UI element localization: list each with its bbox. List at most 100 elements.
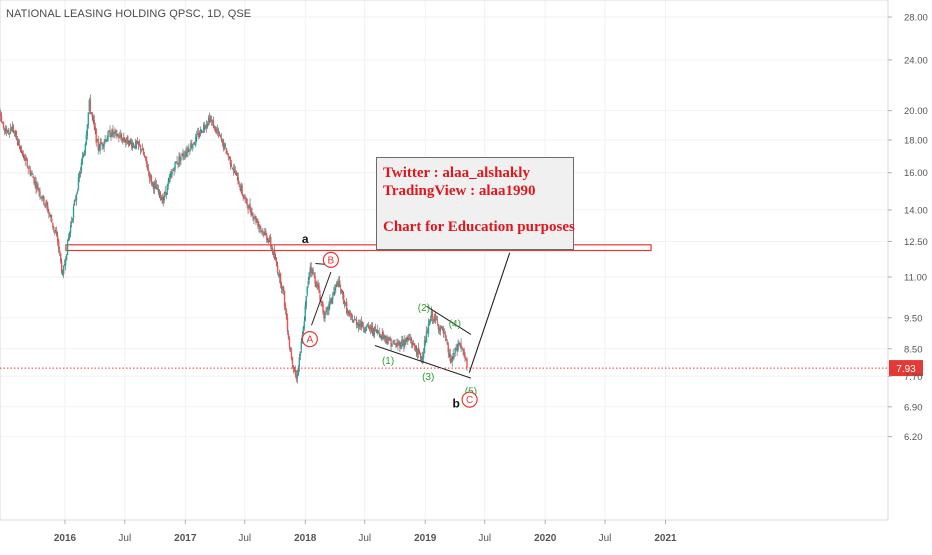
candle-body <box>220 135 221 136</box>
candle-body <box>234 169 235 170</box>
candle-body <box>333 292 334 295</box>
candle-body <box>362 322 363 327</box>
candle-body <box>438 324 439 329</box>
candle-body <box>232 168 233 169</box>
candle-body <box>312 270 313 273</box>
candle-body <box>58 241 59 249</box>
candle-body <box>407 339 408 340</box>
wave-label-green: (2) <box>418 303 430 314</box>
candle-body <box>1 115 2 122</box>
candle-body <box>430 319 431 322</box>
wave-label-red: B <box>328 255 335 266</box>
candle-body <box>270 237 271 247</box>
candle-body <box>130 141 131 142</box>
y-tick-label: 28.00 <box>904 13 928 24</box>
candle-body <box>353 320 354 322</box>
candle-body <box>444 333 445 334</box>
candle-body <box>440 328 441 331</box>
candle-body <box>77 191 78 193</box>
candle-body <box>43 197 44 204</box>
candle-body <box>21 147 22 151</box>
candle-body <box>271 248 272 249</box>
candle-body <box>146 157 147 164</box>
y-tick-label: 14.00 <box>904 205 928 216</box>
candle-body <box>110 136 111 138</box>
candle-body <box>461 348 462 349</box>
candle-body <box>164 193 165 200</box>
candle-body <box>78 177 79 190</box>
candle-body <box>61 262 62 273</box>
candle-body <box>378 331 379 333</box>
candle-body <box>318 285 319 292</box>
candle-body <box>48 212 49 214</box>
candle-body <box>168 178 169 182</box>
candle-body <box>366 326 367 331</box>
y-tick-label: 24.00 <box>904 55 928 66</box>
y-axis: 28.0024.0020.0018.0016.0014.0012.5011.00… <box>888 13 928 444</box>
candle-body <box>260 228 261 229</box>
candle-body <box>141 150 142 151</box>
candle-body <box>215 127 216 132</box>
candle-body <box>167 182 168 186</box>
candle-body <box>93 116 94 120</box>
x-tick-label: 2018 <box>294 533 317 544</box>
note-tradingview: TradingView : alaa1990 <box>383 182 567 200</box>
candle-body <box>285 305 286 310</box>
candle-body <box>63 266 64 274</box>
y-tick-label: 9.50 <box>904 313 923 324</box>
candle-body <box>252 214 253 218</box>
candle-body <box>54 230 55 231</box>
candle-body <box>56 232 57 236</box>
candle-body <box>70 225 71 233</box>
candle-body <box>382 332 383 337</box>
candle-body <box>80 172 81 174</box>
wave-label-red: C <box>466 395 473 406</box>
wave-label-green: (1) <box>382 356 394 367</box>
candle-body <box>276 260 277 265</box>
candle-body <box>287 318 288 332</box>
candle-body <box>443 329 444 334</box>
candle-body <box>19 144 20 146</box>
candle-body <box>343 294 344 303</box>
candle-body <box>3 122 4 128</box>
candle-body <box>393 343 394 344</box>
candle-body <box>437 321 438 322</box>
candle-body <box>344 305 345 306</box>
candle-body <box>241 185 242 194</box>
candle-body <box>183 156 184 157</box>
candle-body <box>448 345 449 353</box>
candle-body <box>221 138 222 140</box>
candle-body <box>313 274 314 276</box>
candle-body <box>324 313 325 318</box>
candle-body <box>348 312 349 315</box>
candle-body <box>227 153 228 154</box>
price-line-layer: 7.93 <box>0 360 923 376</box>
y-tick-label: 18.00 <box>904 135 928 146</box>
candle-body <box>66 254 67 260</box>
candle-body <box>432 311 433 320</box>
candle-body <box>290 348 291 352</box>
candle-body <box>274 250 275 259</box>
y-tick-label: 20.00 <box>904 106 928 117</box>
wave-label-green: (3) <box>422 372 434 383</box>
candle-body <box>464 354 465 358</box>
candle-body <box>28 168 29 169</box>
candle-body <box>255 217 256 223</box>
candle-body <box>206 124 207 127</box>
candle-body <box>299 357 300 367</box>
candle-body <box>335 285 336 289</box>
x-tick-label: 2019 <box>414 533 437 544</box>
plot-frame <box>0 0 888 520</box>
y-tick-label: 7.70 <box>904 372 923 383</box>
candle-body <box>457 343 458 350</box>
candle-body <box>160 192 161 198</box>
y-tick-label: 11.00 <box>904 273 927 284</box>
candle-body <box>167 185 168 195</box>
candle-body <box>40 197 41 198</box>
candle-body <box>129 140 130 144</box>
candle-body <box>307 286 308 294</box>
candle-body <box>94 120 95 126</box>
candle-body <box>304 321 305 328</box>
